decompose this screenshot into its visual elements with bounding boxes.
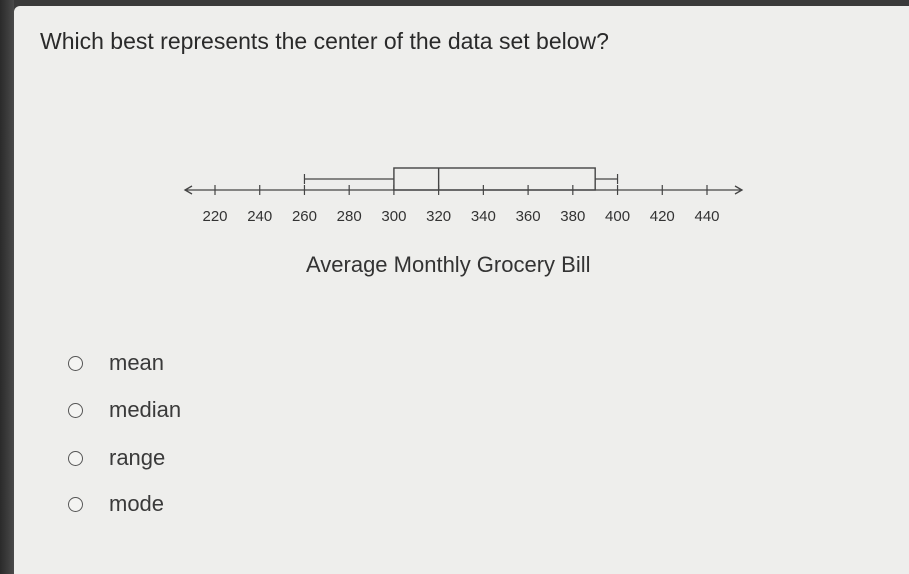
tick-label: 440: [694, 208, 719, 225]
tick-label: 340: [471, 208, 496, 225]
tick-label: 400: [605, 208, 630, 225]
radio-button[interactable]: [68, 402, 83, 418]
tick-label: 220: [202, 208, 227, 225]
tick-label: 320: [426, 208, 451, 225]
option-label: median: [109, 397, 182, 422]
axis-arrow-right: [734, 185, 744, 195]
radio-button[interactable]: [68, 450, 83, 466]
question-text: Which best represents the center of the …: [40, 28, 609, 54]
device-bezel: [0, 0, 14, 574]
tick-label: 360: [516, 208, 541, 225]
option-range[interactable]: range: [68, 443, 165, 473]
interquartile-box: [393, 167, 596, 191]
option-median[interactable]: median: [68, 395, 181, 425]
box-plot: [303, 167, 619, 191]
radio-button[interactable]: [68, 355, 83, 371]
radio-button[interactable]: [68, 496, 83, 512]
tick-label: 280: [337, 208, 362, 225]
axis-arrow-left: [183, 185, 193, 195]
tick-label: 420: [650, 208, 675, 225]
option-label: mean: [109, 350, 165, 375]
chart-title: Average Monthly Grocery Bill: [306, 252, 591, 277]
tick-label: 300: [381, 208, 406, 225]
tick-label: 260: [292, 208, 317, 225]
option-label: range: [109, 445, 166, 470]
tick-label: 240: [247, 208, 272, 225]
option-mean[interactable]: mean: [68, 348, 164, 378]
number-line: 220 240 260 280 300 320 340 360 380 400 420 440: [183, 185, 744, 225]
option-mode[interactable]: mode: [68, 489, 164, 519]
tick-label: 380: [560, 208, 585, 225]
option-label: mode: [109, 491, 165, 516]
screen-panel: [14, 6, 909, 574]
